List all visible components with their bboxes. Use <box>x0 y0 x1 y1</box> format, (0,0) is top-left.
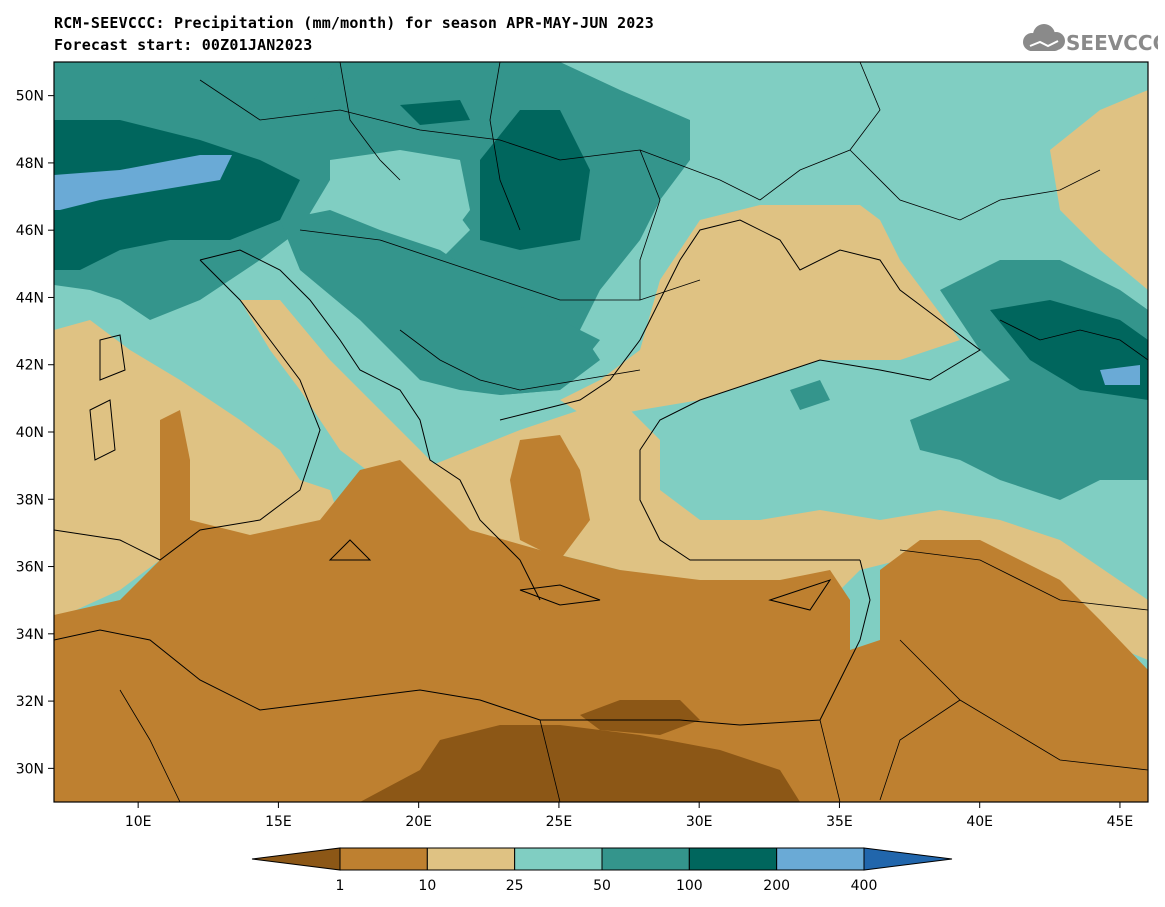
colorbar-low-extend <box>251 847 341 871</box>
lat-tick-label: 30N <box>16 761 44 777</box>
map-title: RCM-SEEVCCC: Precipitation (mm/month) fo… <box>54 14 654 32</box>
colorbar-high-extend <box>863 847 953 871</box>
longitude-axis: 10E 15E 20E 25E 30E 35E 40E 45E <box>125 802 1133 830</box>
forecast-start-label: Forecast start: 00Z01JAN2023 <box>54 36 313 54</box>
lat-tick-label: 32N <box>16 694 44 710</box>
colorbar-swatch <box>776 847 865 871</box>
precipitation-field <box>54 62 1148 802</box>
colorbar-swatch <box>514 847 603 871</box>
lon-tick-label: 40E <box>966 814 993 830</box>
latitude-axis: 50N 48N 46N 44N 42N 40N 38N 36N 34N 32N 30N <box>16 89 54 777</box>
lat-tick-label: 46N <box>16 223 44 239</box>
country-borders <box>119 62 1148 802</box>
colorbar-swatch <box>688 847 778 871</box>
colorbar-label: 25 <box>506 878 524 894</box>
lon-tick-label: 10E <box>125 814 152 830</box>
colorbar-swatch <box>426 847 516 871</box>
lon-tick-label: 45E <box>1107 814 1134 830</box>
lon-tick-label: 25E <box>546 814 573 830</box>
colorbar: 1 10 25 50 100 200 400 <box>251 847 953 894</box>
logo-text: SEEVCCC <box>1066 31 1158 55</box>
lon-tick-label: 35E <box>826 814 853 830</box>
lat-tick-label: 36N <box>16 560 44 576</box>
lon-tick-label: 15E <box>265 814 292 830</box>
colorbar-label: 100 <box>676 878 703 894</box>
lat-tick-label: 50N <box>16 89 44 105</box>
colorbar-swatch <box>601 847 690 871</box>
lat-tick-label: 38N <box>16 492 44 508</box>
lat-tick-label: 44N <box>16 290 44 306</box>
lon-tick-label: 30E <box>686 814 713 830</box>
colorbar-swatch <box>339 847 428 871</box>
cloud-icon <box>1023 24 1065 51</box>
colorbar-label: 200 <box>763 878 790 894</box>
colorbar-label: 400 <box>851 878 878 894</box>
colorbar-label: 10 <box>418 878 436 894</box>
lat-tick-label: 42N <box>16 358 44 374</box>
colorbar-label: 50 <box>593 878 611 894</box>
lat-tick-label: 34N <box>16 627 44 643</box>
lat-tick-label: 40N <box>16 425 44 441</box>
colorbar-label: 1 <box>336 878 345 894</box>
lat-tick-label: 48N <box>16 156 44 172</box>
lon-tick-label: 20E <box>405 814 432 830</box>
seevccc-logo: SEEVCCC <box>1023 24 1158 55</box>
